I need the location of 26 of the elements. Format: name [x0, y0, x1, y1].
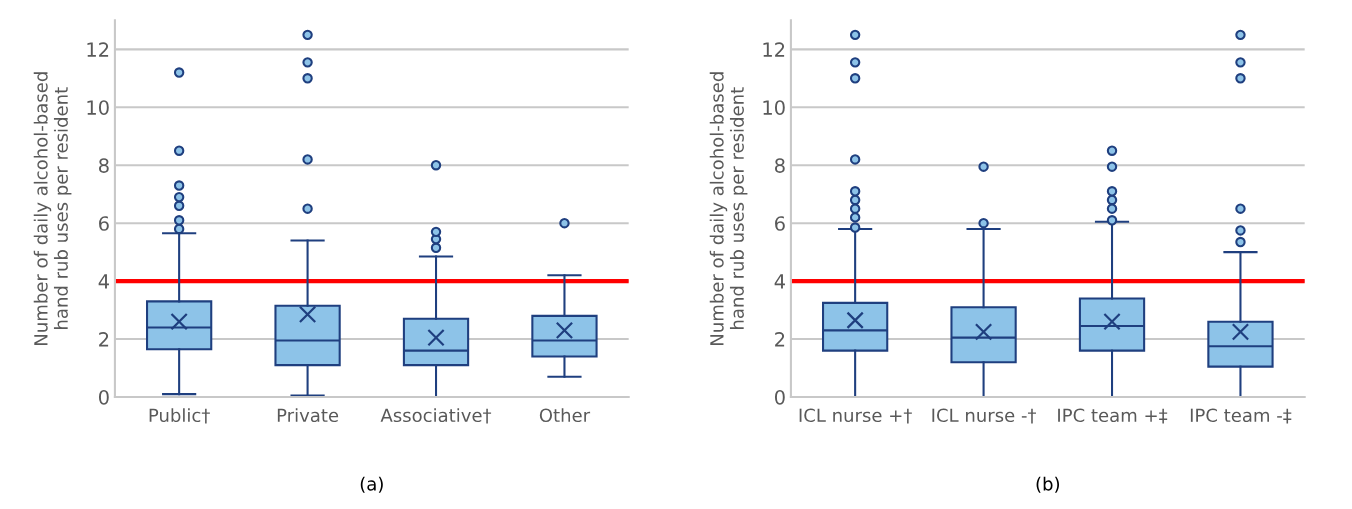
y-tick-label: 6	[775, 216, 785, 231]
y-tick-label: 2	[99, 332, 109, 347]
y-tick-label: 4	[98, 274, 109, 289]
y-tick-label: 2	[775, 332, 785, 347]
x-tick-label: IPC team -‡	[1190, 408, 1292, 424]
y-tick-label: 0	[98, 389, 109, 405]
y-tick-label: 4	[774, 274, 785, 289]
x-tick-label: ICL nurse -†	[932, 408, 1036, 424]
text: (a)	[360, 476, 383, 493]
y-tick-label: 8	[99, 158, 109, 173]
y-axis-title: Number of daily alcohol-based hand rub uses per resident	[33, 72, 72, 345]
y-tick-label: 8	[775, 158, 785, 173]
x-tick-label: Public†	[149, 408, 210, 424]
y-tick-label: 0	[774, 389, 785, 405]
x-tick-label: Other	[539, 408, 591, 423]
y-tick-label: 12	[87, 42, 109, 57]
y-tick-label: 10	[763, 100, 785, 115]
x-tick-label: ICL nurse +†	[799, 408, 912, 424]
y-tick-label: 10	[87, 100, 109, 115]
x-tick-label: Private	[277, 408, 339, 423]
x-tick-label: Associative†	[380, 408, 492, 424]
y-axis-title: Number of daily alcohol-based hand rub uses per resident	[709, 72, 748, 345]
text: (b)	[1036, 476, 1060, 493]
y-tick-label: 6	[99, 216, 109, 231]
x-tick-label: IPC team +‡	[1058, 408, 1168, 424]
y-tick-label: 12	[763, 42, 785, 57]
